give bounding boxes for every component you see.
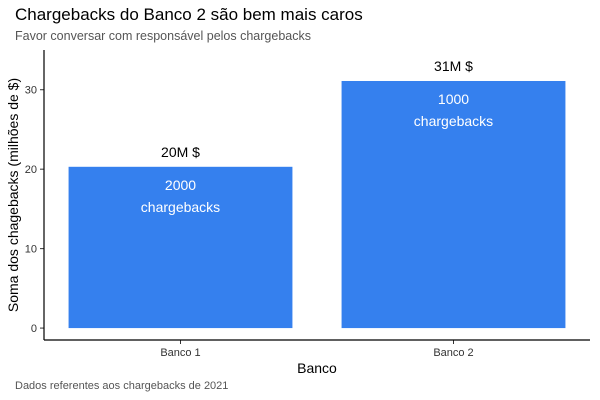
x-tick-label: Banco 2 (433, 347, 473, 359)
bar (68, 166, 293, 329)
bar (341, 80, 566, 329)
bar-count-label: 2000 (165, 177, 196, 193)
y-tick-label: 0 (31, 323, 37, 335)
chart-subtitle: Favor conversar com responsável pelos ch… (15, 29, 311, 43)
x-tick-label: Banco 1 (160, 347, 200, 359)
y-tick-label: 30 (25, 85, 37, 97)
bar-count-label: chargebacks (141, 199, 220, 215)
y-tick-label: 20 (25, 164, 37, 176)
bar-count-label: 1000 (438, 91, 469, 107)
x-axis-title: Banco (297, 360, 337, 376)
y-tick-label: 10 (25, 244, 37, 256)
bar-value-label: 31M $ (434, 58, 473, 74)
y-axis-title: Soma dos chagebacks (milhões de $) (5, 78, 21, 312)
bar-count-label: chargebacks (414, 113, 493, 129)
chart-title: Chargebacks do Banco 2 são bem mais caro… (15, 5, 363, 24)
bar-value-label: 20M $ (161, 144, 200, 160)
chart-caption: Dados referentes aos chargebacks de 2021 (15, 380, 229, 392)
